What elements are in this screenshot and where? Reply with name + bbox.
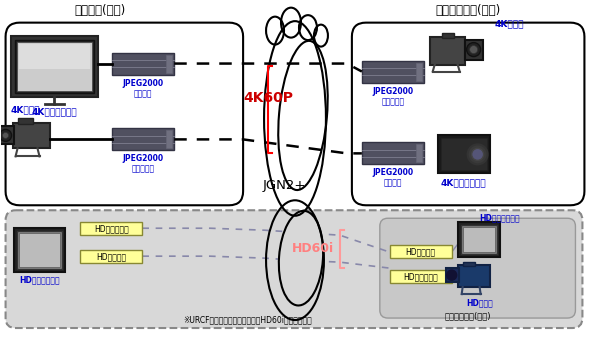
Bar bbox=[390, 270, 452, 283]
Bar bbox=[12, 123, 51, 148]
Text: JPEG2000
エンコーダ: JPEG2000 エンコーダ bbox=[123, 154, 164, 174]
Text: 東京都市大学(横浜): 東京都市大学(横浜) bbox=[435, 4, 500, 17]
Bar bbox=[362, 61, 424, 83]
Bar bbox=[166, 55, 172, 73]
Bar bbox=[416, 144, 422, 162]
Text: 4Kカメラ: 4Kカメラ bbox=[11, 105, 40, 115]
Text: 東京大学(駒場): 東京大学(駒場) bbox=[75, 4, 126, 17]
Text: 4K60P: 4K60P bbox=[243, 91, 293, 105]
Bar bbox=[445, 268, 458, 282]
Text: HDデコーダ: HDデコーダ bbox=[406, 247, 436, 256]
Bar bbox=[416, 62, 422, 80]
Text: JGN2+: JGN2+ bbox=[263, 179, 306, 192]
Bar bbox=[166, 130, 172, 148]
Ellipse shape bbox=[278, 41, 327, 190]
Ellipse shape bbox=[279, 211, 323, 306]
Bar bbox=[17, 231, 63, 269]
Text: HDディスプレイ: HDディスプレイ bbox=[19, 275, 60, 284]
Bar bbox=[0, 127, 14, 144]
Bar bbox=[438, 135, 490, 173]
Text: ※URCFの実験として、平行してHD60iの伝送を行う: ※URCFの実験として、平行してHD60iの伝送を行う bbox=[183, 315, 313, 325]
Text: HDディスプレイ: HDディスプレイ bbox=[479, 213, 520, 222]
Text: JPEG2000
エンコーダ: JPEG2000 エンコーダ bbox=[372, 87, 414, 106]
Bar bbox=[441, 138, 487, 170]
Text: HDエンコーダ: HDエンコーダ bbox=[404, 272, 438, 281]
Circle shape bbox=[471, 148, 484, 160]
Circle shape bbox=[470, 46, 478, 54]
Bar bbox=[465, 40, 483, 60]
Circle shape bbox=[0, 130, 12, 142]
Text: 筑波技術大学(筑波): 筑波技術大学(筑波) bbox=[444, 312, 491, 321]
FancyBboxPatch shape bbox=[5, 210, 582, 328]
Bar bbox=[18, 44, 90, 69]
Bar bbox=[442, 33, 454, 38]
FancyBboxPatch shape bbox=[380, 218, 575, 318]
Bar bbox=[430, 36, 465, 64]
Bar bbox=[15, 40, 94, 93]
Circle shape bbox=[2, 132, 9, 138]
Text: HDエンコーダ: HDエンコーダ bbox=[94, 224, 129, 233]
Text: HD60i: HD60i bbox=[292, 242, 334, 255]
Bar bbox=[11, 35, 99, 98]
Circle shape bbox=[468, 144, 487, 164]
Bar bbox=[14, 228, 65, 272]
Text: JPEG2000
デコーダ: JPEG2000 デコーダ bbox=[123, 78, 164, 98]
Bar bbox=[458, 222, 500, 257]
FancyBboxPatch shape bbox=[352, 23, 585, 205]
Bar bbox=[458, 265, 490, 287]
Bar bbox=[362, 143, 424, 164]
Circle shape bbox=[467, 43, 481, 57]
Bar bbox=[80, 250, 142, 263]
Text: JPEG2000
デコーダ: JPEG2000 デコーダ bbox=[372, 168, 414, 188]
Bar bbox=[18, 118, 32, 124]
Text: HDデコーダ: HDデコーダ bbox=[96, 252, 126, 261]
FancyBboxPatch shape bbox=[5, 23, 243, 205]
Bar bbox=[463, 227, 494, 252]
Bar bbox=[112, 129, 174, 150]
Bar bbox=[80, 222, 142, 235]
Text: 4Kディスプレイ: 4Kディスプレイ bbox=[32, 107, 77, 117]
Text: 4Kプロジェクタ: 4Kプロジェクタ bbox=[441, 178, 487, 187]
Bar bbox=[461, 225, 497, 254]
Circle shape bbox=[447, 270, 457, 280]
Bar bbox=[18, 233, 60, 267]
Bar bbox=[390, 245, 452, 258]
Text: 4Kカメラ: 4Kカメラ bbox=[495, 20, 525, 29]
Bar bbox=[463, 262, 474, 266]
Bar bbox=[17, 42, 93, 91]
Bar bbox=[112, 53, 174, 75]
Text: HDカメラ: HDカメラ bbox=[466, 298, 493, 307]
